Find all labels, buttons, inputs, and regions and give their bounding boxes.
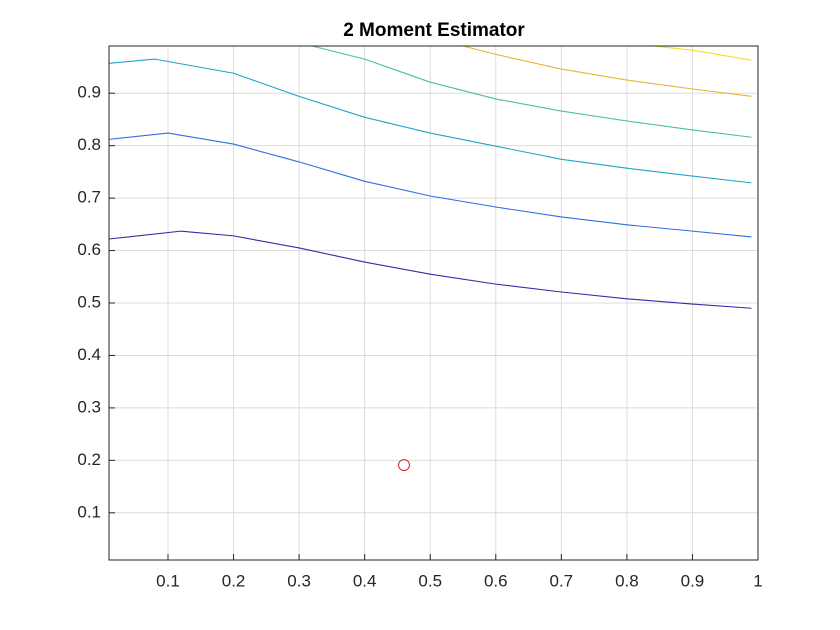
contour-line [108,58,752,184]
x-tick-label: 0.3 [287,571,311,590]
x-tick-label: 1 [753,571,762,590]
y-tick-label: 0.3 [77,397,101,416]
y-tick-label: 0.7 [77,188,101,207]
contour-line [108,230,752,309]
contour-line [653,45,752,61]
marker [398,459,410,472]
y-tick-label: 0.4 [77,345,101,364]
axes-box [108,45,759,561]
x-tick-label: 0.1 [156,571,180,590]
x-tick-label: 0.8 [615,571,639,590]
chart-title: 2 Moment Estimator [343,20,525,41]
y-tick-label: 0.5 [77,292,101,311]
y-tick-label: 0.1 [77,502,101,521]
y-tick-label: 0.6 [77,240,101,259]
contour-line [108,132,752,238]
x-tick-label: 0.9 [681,571,705,590]
contour-line [462,45,752,97]
x-tick-label: 0.5 [418,571,442,590]
y-tick-label: 0.8 [77,135,101,154]
x-tick-label: 0.2 [222,571,246,590]
y-tick-label: 0.9 [77,83,101,102]
x-tick-label: 0.7 [550,571,574,590]
x-tick-label: 0.6 [484,571,508,590]
y-tick-label: 0.2 [77,450,101,469]
x-tick-label: 0.4 [353,571,377,590]
contour-line [312,45,752,138]
